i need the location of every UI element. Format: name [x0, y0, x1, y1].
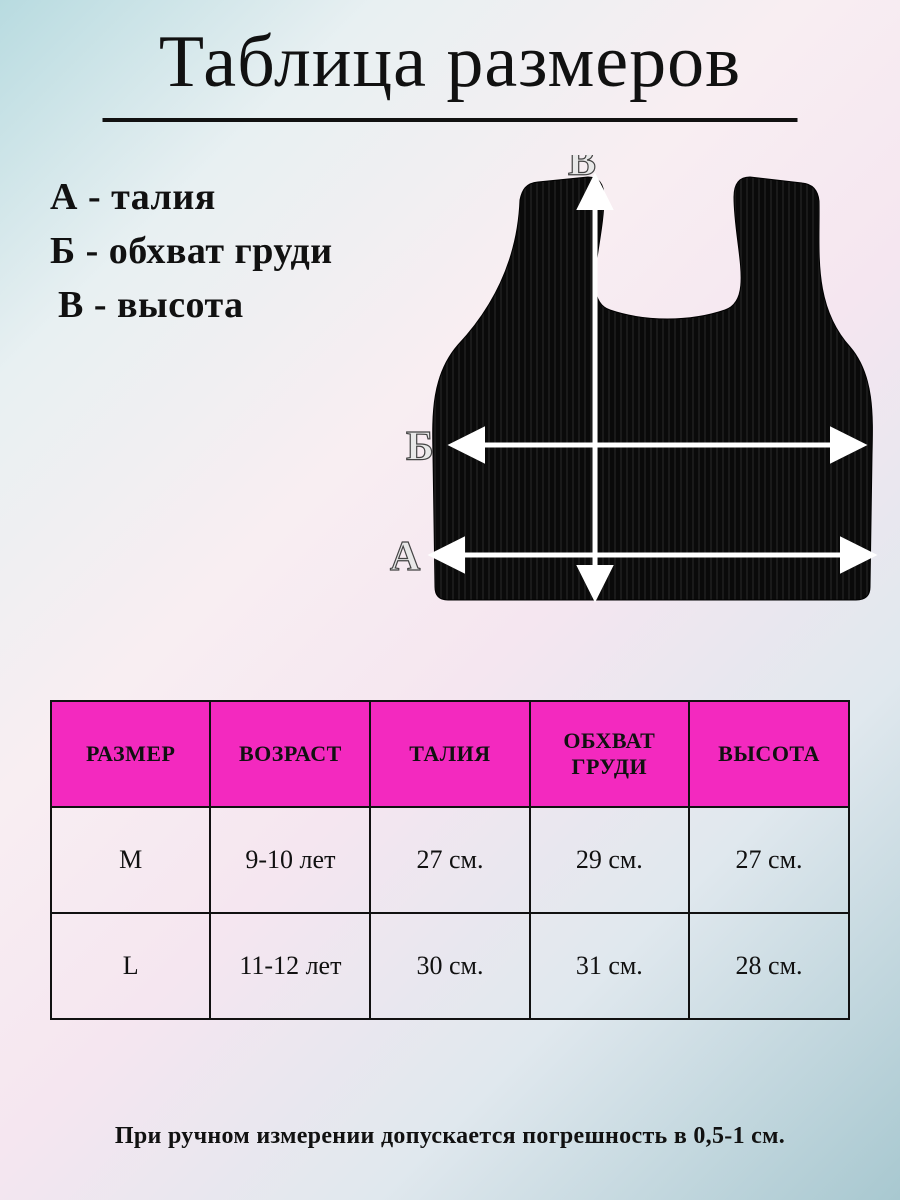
col-size: РАЗМЕР: [51, 701, 210, 807]
cell: M: [51, 807, 210, 913]
page-title: Таблица размеров: [0, 20, 900, 105]
cell: 29 см.: [530, 807, 690, 913]
table-row: M 9-10 лет 27 см. 29 см. 27 см.: [51, 807, 849, 913]
footnote: При ручном измерении допускается погрешн…: [0, 1123, 900, 1150]
diagram-label-b: Б: [406, 424, 434, 470]
cell: L: [51, 913, 210, 1019]
col-age: ВОЗРАСТ: [210, 701, 370, 807]
table-header-row: РАЗМЕР ВОЗРАСТ ТАЛИЯ ОБХВАТГРУДИ ВЫСОТА: [51, 701, 849, 807]
legend: А - талия Б - обхват груди В - высота: [50, 175, 333, 337]
col-bust: ОБХВАТГРУДИ: [530, 701, 690, 807]
garment-diagram: В Б А: [350, 155, 880, 625]
diagram-label-a: А: [390, 534, 421, 580]
cell: 31 см.: [530, 913, 690, 1019]
size-chart-page: Таблица размеров А - талия Б - обхват гр…: [0, 0, 900, 1200]
size-table: РАЗМЕР ВОЗРАСТ ТАЛИЯ ОБХВАТГРУДИ ВЫСОТА …: [50, 700, 850, 1020]
legend-v: В - высота: [58, 283, 333, 327]
cell: 11-12 лет: [210, 913, 370, 1019]
col-waist: ТАЛИЯ: [370, 701, 529, 807]
size-table-wrap: РАЗМЕР ВОЗРАСТ ТАЛИЯ ОБХВАТГРУДИ ВЫСОТА …: [50, 700, 850, 1020]
legend-a: А - талия: [50, 175, 333, 219]
cell: 9-10 лет: [210, 807, 370, 913]
diagram-label-v: В: [568, 155, 596, 185]
cell: 28 см.: [689, 913, 849, 1019]
garment-shape: [433, 177, 873, 600]
cell: 27 см.: [370, 807, 529, 913]
garment-silhouette: [433, 177, 873, 600]
table-row: L 11-12 лет 30 см. 31 см. 28 см.: [51, 913, 849, 1019]
cell: 27 см.: [689, 807, 849, 913]
legend-b: Б - обхват груди: [50, 229, 333, 273]
title-underline: [103, 118, 798, 122]
cell: 30 см.: [370, 913, 529, 1019]
col-height: ВЫСОТА: [689, 701, 849, 807]
